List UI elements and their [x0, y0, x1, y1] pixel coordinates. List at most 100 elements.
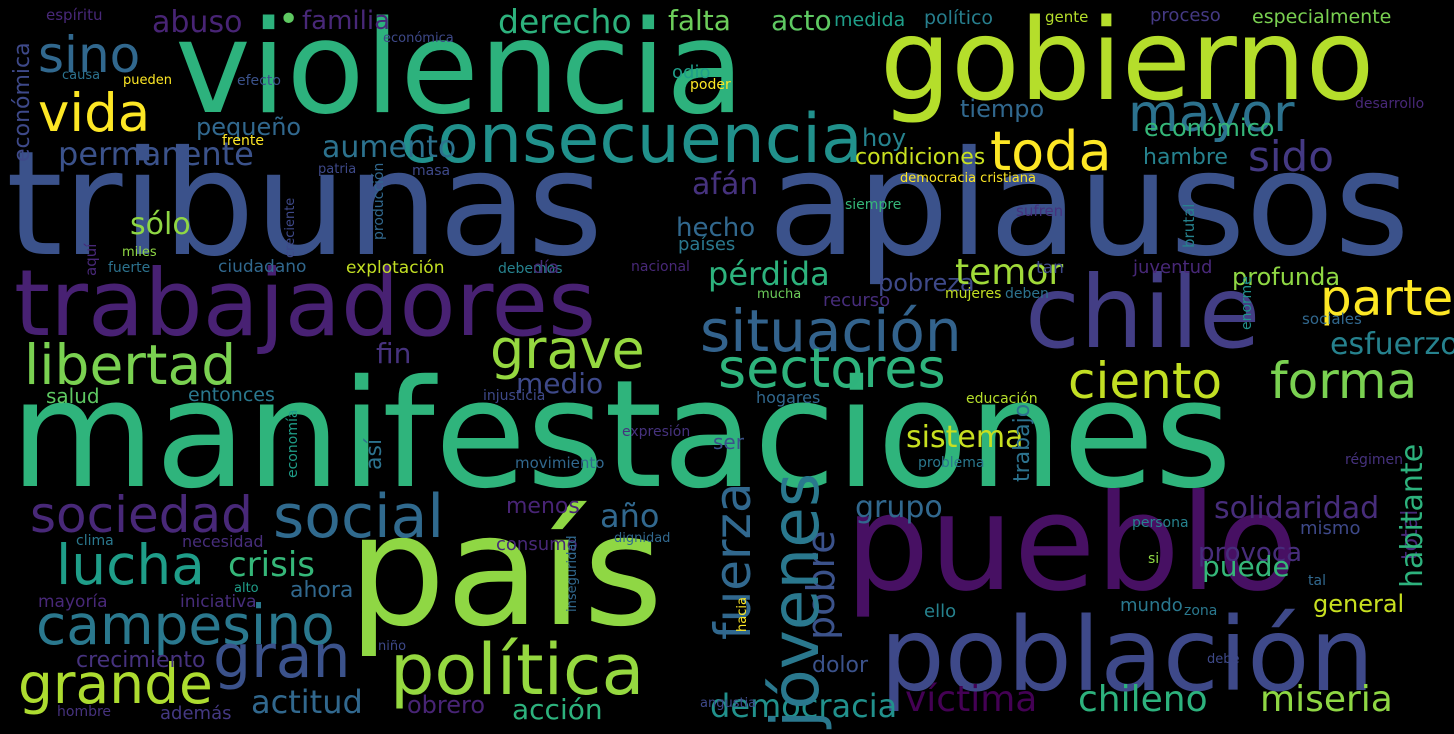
word-si: puede: [1202, 550, 1290, 583]
word-necesidad: clima: [76, 533, 114, 549]
word-hogares: injusticia: [483, 388, 546, 404]
word-poblacion: población: [880, 596, 1375, 715]
word-afan: democracia cristiana: [900, 171, 1036, 186]
word-iniciativa: mayoría: [38, 592, 108, 612]
word-sistema: expresión: [622, 424, 691, 440]
word-proceso: proceso: [1150, 5, 1221, 26]
word-fuerte: miles: [122, 245, 157, 260]
word-espiritu: espíritu: [46, 6, 103, 24]
word-causa: económica: [383, 31, 454, 46]
word-trabajo: así: [362, 438, 387, 470]
word-creciente: aquí: [82, 243, 100, 276]
word-violencia: violencia: [175, 0, 745, 143]
word-miles: sufren: [1016, 202, 1064, 220]
word-dia: debemos: [498, 261, 563, 277]
word-dignidad: necesidad: [182, 532, 264, 551]
word-expresion: movimiento: [515, 454, 605, 472]
word-efecto: pueden: [123, 73, 172, 88]
word-mucha: profunda: [1232, 263, 1341, 291]
word-manifestaciones: manifestaciones: [10, 349, 1232, 522]
word-salud: esfuerzo: [1330, 327, 1454, 362]
word-mujeres: recurso: [823, 290, 891, 311]
word-democracia: acción: [512, 693, 603, 726]
word-mismo: persona: [1132, 515, 1189, 531]
word-frente: económico: [1144, 114, 1275, 142]
word-siempre: países: [678, 234, 736, 255]
word-debemos: explotación: [346, 258, 445, 278]
word-economica-shown: económica: [10, 42, 35, 162]
word-campesino: campesino: [36, 593, 335, 657]
word-pais: país: [348, 482, 664, 661]
word-accion: obrero: [407, 691, 486, 719]
word-obrero: actitud: [251, 683, 363, 721]
word-aqui: angustia: [700, 696, 757, 711]
word-evitar: brutal: [1180, 203, 1198, 248]
word-recurso: mucha: [757, 287, 802, 302]
word-ademas: democracia: [710, 687, 898, 725]
word-temor: pobreza: [878, 269, 975, 297]
word-odio: efecto: [237, 73, 281, 89]
word-mayoria: tal: [1308, 573, 1326, 589]
word-mundo: ello: [924, 601, 957, 622]
word-nacional: día: [533, 258, 559, 278]
word-derecho: derecho: [498, 2, 632, 41]
word-aumento: pequeño: [196, 113, 302, 141]
word-alto: iniciativa: [180, 592, 257, 612]
word-hambre: condiciones: [855, 145, 986, 170]
word-pobre: fuerza: [704, 482, 762, 641]
word-familia: familia: [302, 6, 391, 36]
word-perdida: nacional: [631, 259, 690, 275]
word-politico: político: [924, 7, 994, 29]
word-ciento: ciento: [1068, 352, 1223, 410]
word-educacion: hogares: [756, 388, 821, 407]
word-sociales: deben: [1005, 286, 1049, 302]
word-chileno: víctima: [905, 679, 1038, 720]
word-hoy: aumento: [322, 130, 457, 165]
word-provoca: inseguridad: [565, 535, 580, 612]
word-actitud: miseria: [1260, 679, 1393, 720]
word-chile: chile: [1025, 254, 1261, 371]
word-aplausos: aplausos: [768, 120, 1410, 289]
word-hacia: consumo: [496, 534, 578, 555]
word-paises: hecho: [676, 213, 756, 243]
word-forma: forma: [1270, 352, 1418, 410]
word-gran: gran: [213, 622, 351, 692]
word-trabajadores: trabajadores: [14, 250, 597, 357]
word-sectores: sectores: [718, 337, 946, 400]
word-fuerza: sido: [1248, 132, 1334, 181]
word-sino: sino: [38, 26, 141, 84]
word-brutal: producción: [371, 162, 387, 240]
word-economia: entonces: [188, 384, 275, 406]
word-pueblo: pueblo: [845, 467, 1299, 621]
word-economico: hoy: [862, 124, 907, 152]
word-produccion: creciente: [283, 197, 298, 258]
word-medio: fin: [376, 337, 412, 370]
word-ahora: alto: [234, 581, 259, 596]
word-medida: medida: [834, 9, 906, 31]
word-lucha: lucha: [56, 533, 205, 597]
word-total: educación: [966, 391, 1038, 407]
word-deben: mujeres: [945, 286, 1002, 302]
word-gobierno: gobierno: [880, 0, 1375, 126]
word-toda: toda: [990, 120, 1112, 183]
word-ser: sistema: [906, 420, 1024, 455]
word-fin: enorme: [1239, 276, 1255, 330]
word-sociedad: sociedad: [30, 486, 253, 544]
word-angustia: hombre: [57, 704, 112, 720]
word-pobreza: pérdida: [708, 255, 830, 293]
word-mayor: mayor: [1128, 84, 1295, 144]
word-solidaridad: grupo: [855, 490, 943, 525]
word-ello: ahora: [290, 578, 354, 603]
word-tan: temor: [955, 252, 1064, 293]
word-profunda: juventud: [1133, 257, 1213, 278]
word-ciudadano: fuerte: [108, 260, 151, 276]
word-sufren: siempre: [845, 197, 902, 213]
word-zona: mundo: [1120, 595, 1183, 616]
word-crisis: crisis: [228, 545, 315, 585]
word-acto: acto: [771, 4, 832, 37]
word-ano: menos: [506, 494, 580, 519]
word-condiciones: frente: [222, 133, 264, 149]
word-debe: dolor: [812, 653, 869, 678]
word-hecho: sólo: [130, 207, 191, 242]
